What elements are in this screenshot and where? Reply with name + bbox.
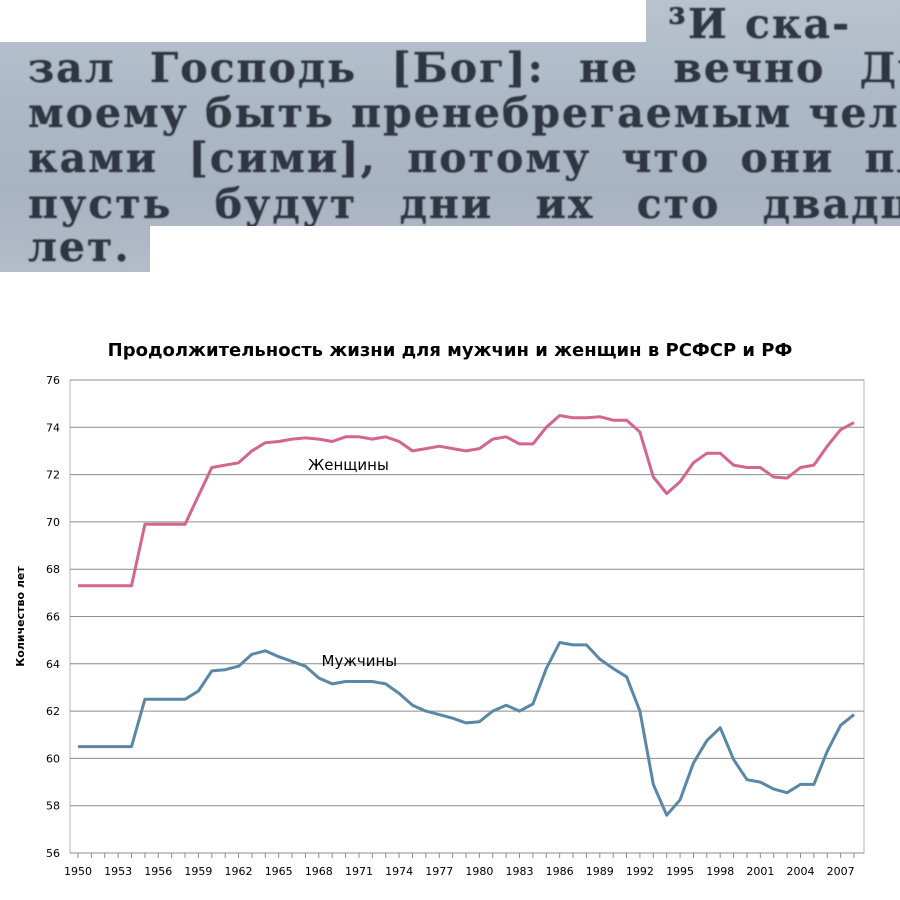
x-tick-label: 1983: [506, 865, 534, 878]
scan-text-line: моему быть пренебрегаемым челове-: [28, 89, 900, 137]
x-tick-label: 2004: [786, 865, 814, 878]
x-tick-label: 2001: [746, 865, 774, 878]
x-tick-label: 1977: [425, 865, 453, 878]
series-label-men: Мужчины: [322, 652, 398, 670]
x-tick-label: 1989: [586, 865, 614, 878]
x-tick-label: 1980: [465, 865, 493, 878]
y-tick-label: 58: [46, 800, 60, 813]
scan-text-line: пусть будут дни их сто двадцать: [28, 180, 900, 228]
y-axis-label: Количество лет: [14, 566, 27, 667]
x-tick-label: 1998: [706, 865, 734, 878]
x-tick-label: 1950: [64, 865, 92, 878]
scan-text-line: лет.: [28, 223, 131, 271]
x-tick-label: 1959: [184, 865, 212, 878]
x-tick-label: 1995: [666, 865, 694, 878]
y-tick-label: 64: [46, 658, 60, 671]
scanned-text-panel: ³И ска- зал Господь [Бог]: не вечно Духу…: [0, 0, 900, 272]
y-tick-label: 72: [46, 469, 60, 482]
y-tick-label: 74: [46, 421, 60, 434]
x-tick-label: 1962: [225, 865, 253, 878]
scan-white-mask-top: [0, 0, 646, 42]
x-tick-label: 1986: [546, 865, 574, 878]
x-tick-label: 1956: [144, 865, 172, 878]
scan-text-line: ками [сими], потому что они плоть;: [28, 134, 900, 182]
series-line-men: [78, 641, 855, 817]
y-tick-label: 66: [46, 611, 60, 624]
x-tick-label: 1971: [345, 865, 373, 878]
scan-text-line: зал Господь [Бог]: не вечно Духу: [28, 44, 900, 92]
y-tick-label: 60: [46, 752, 60, 765]
x-tick-label: 1992: [626, 865, 654, 878]
x-tick-label: 2007: [827, 865, 855, 878]
scan-text-line: ³И ска-: [668, 0, 852, 48]
y-tick-label: 56: [46, 847, 60, 860]
series-lines: [78, 414, 855, 817]
y-tick-label: 62: [46, 705, 60, 718]
series-line-women: [78, 414, 855, 588]
chart-title: Продолжительность жизни для мужчин и жен…: [107, 340, 793, 361]
gridlines: [70, 379, 864, 854]
y-axis-ticks: 56 58 60 62 64 66 68 70 72 74 76: [46, 374, 60, 860]
series-label-women: Женщины: [308, 456, 389, 474]
scan-white-mask-bottom: [150, 226, 900, 272]
y-tick-label: 70: [46, 516, 60, 529]
x-tick-label: 1974: [385, 865, 413, 878]
y-tick-label: 68: [46, 563, 60, 576]
x-tick-label: 1965: [265, 865, 293, 878]
x-tick-label: 1953: [104, 865, 132, 878]
y-tick-label: 76: [46, 374, 60, 387]
x-axis-ticks: 1950 1953 1956 1959 1962 1965 1968 1971 1974 1977…: [64, 853, 855, 878]
x-tick-label: 1968: [305, 865, 333, 878]
